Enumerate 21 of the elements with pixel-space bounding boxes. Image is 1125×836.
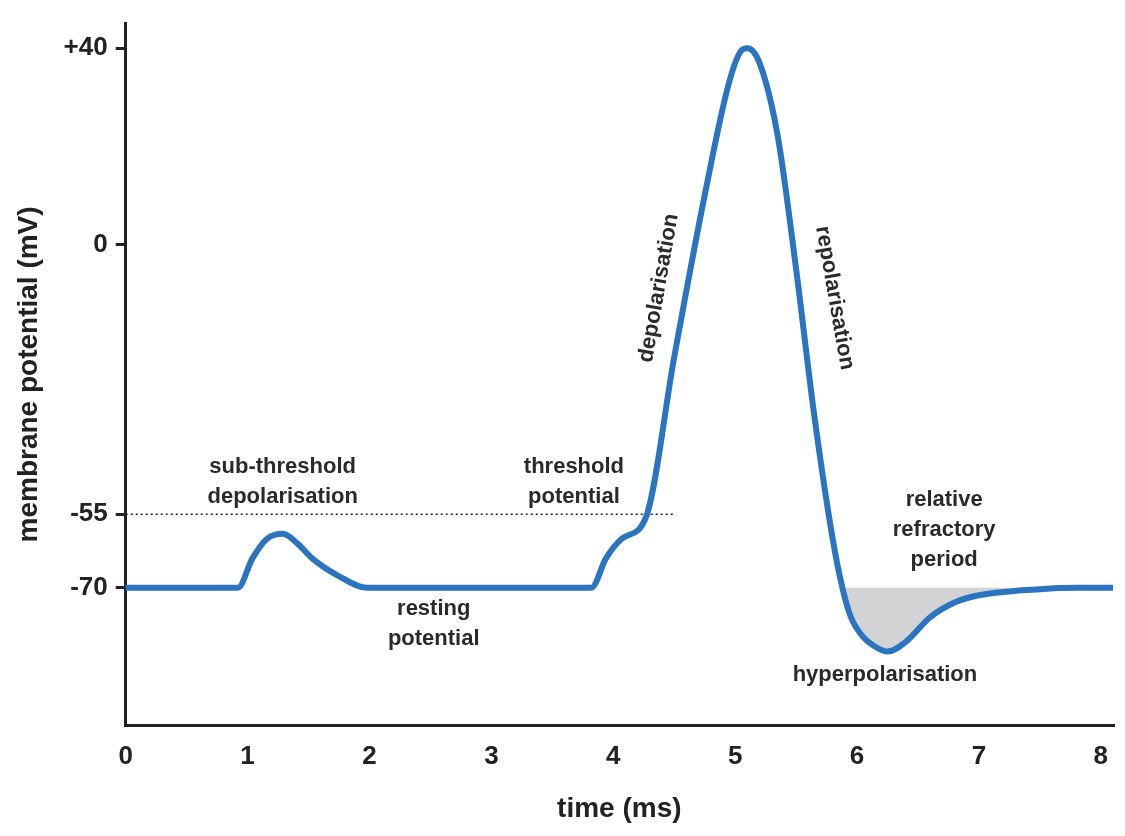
x-tick-label: 1 (240, 739, 255, 770)
y-tick-label: +40 (63, 31, 108, 62)
x-tick-label: 8 (1093, 739, 1109, 770)
y-tick-label: -70 (70, 571, 108, 601)
x-tick-label: 2 (362, 739, 377, 770)
x-tick-label: 3 (484, 739, 499, 770)
x-axis-title: time (ms) (557, 791, 682, 823)
annotation: threshold potential (523, 452, 625, 508)
annotation: relative refractory period (892, 485, 997, 571)
annotation: sub-threshold depolarisation (207, 452, 358, 508)
x-tick-label: 7 (971, 739, 987, 770)
annotation: resting potential (387, 594, 480, 650)
annotation: repolarisation (811, 223, 861, 372)
y-axis-title: membrane potential (mV) (11, 206, 43, 543)
x-tick-label: 5 (727, 739, 743, 770)
y-tick-label: -55 (70, 497, 108, 528)
x-tick-label: 0 (118, 739, 133, 770)
annotation: hyperpolarisation (792, 661, 978, 687)
x-tick-label: 6 (849, 739, 865, 770)
y-tick-label: 0 (93, 227, 108, 258)
x-tick-label: 4 (606, 739, 622, 770)
